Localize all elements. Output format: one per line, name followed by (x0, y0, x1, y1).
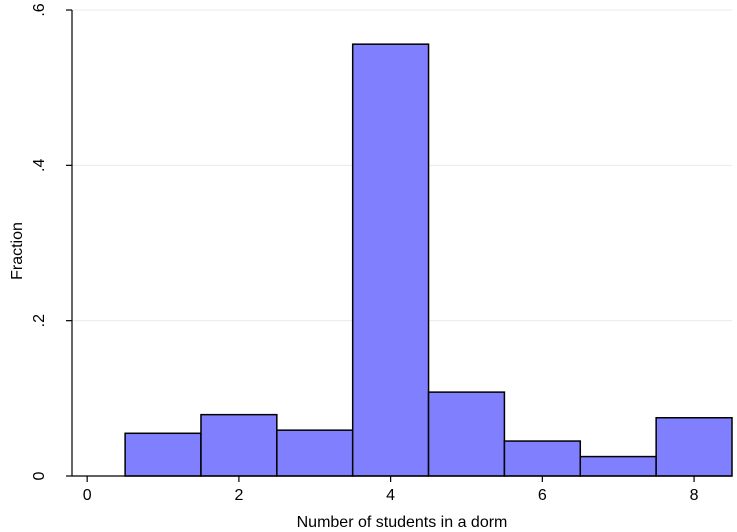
histogram-bar-5 (427, 391, 506, 477)
histogram-bar-4 (351, 43, 430, 477)
x-axis-title: Number of students in a dorm (297, 514, 508, 531)
histogram-bar-6 (503, 440, 582, 477)
y-tick-label-.4: .4 (31, 159, 48, 172)
x-tick-label-4: 4 (386, 487, 395, 504)
histogram-bar-1 (124, 432, 202, 477)
histogram-bars (124, 43, 733, 477)
histogram-bar-3 (276, 429, 354, 477)
x-tick-label-6: 6 (538, 487, 547, 504)
y-tick-label-.6: .6 (31, 3, 48, 16)
y-axis-title: Fraction (9, 222, 26, 280)
y-tick-label-.2: .2 (31, 314, 48, 327)
histogram-bar-7 (579, 455, 657, 477)
x-tick-label-2: 2 (234, 487, 243, 504)
axes (71, 10, 732, 477)
y-axis-ticks: 0 .2 .4 .6 (31, 3, 72, 480)
histogram-bar-8 (655, 417, 733, 477)
x-tick-label-8: 8 (690, 487, 699, 504)
histogram-bar-2 (200, 413, 278, 477)
x-tick-label-0: 0 (83, 487, 92, 504)
x-axis-ticks: 0 2 4 6 8 (83, 476, 699, 504)
y-tick-label-0: 0 (31, 471, 48, 480)
